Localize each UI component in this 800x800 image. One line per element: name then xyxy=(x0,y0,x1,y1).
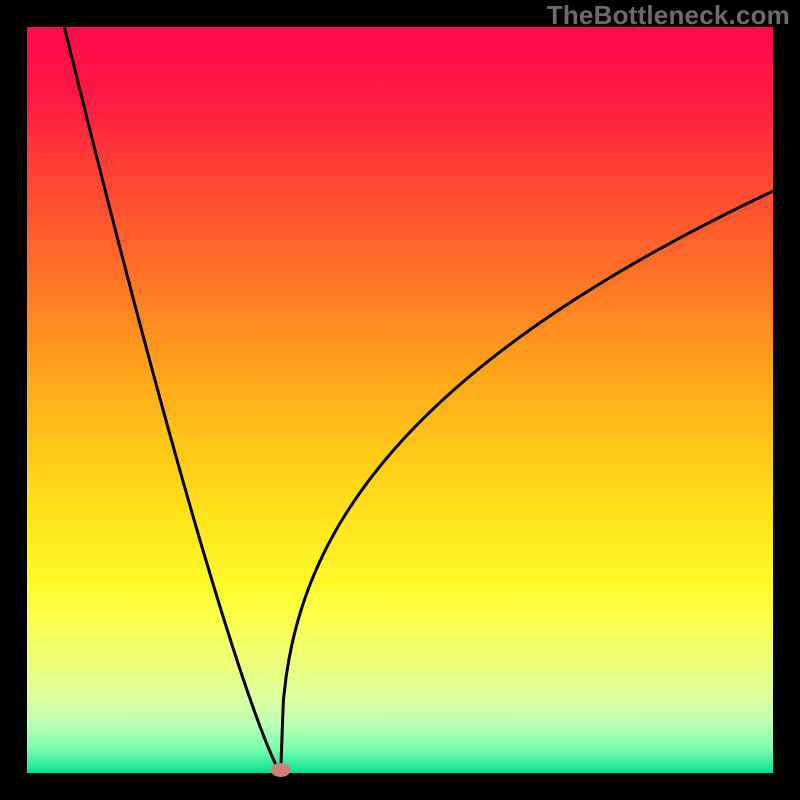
plot-background xyxy=(27,27,773,773)
bottleneck-chart xyxy=(0,0,800,800)
chart-svg xyxy=(0,0,800,800)
optimum-marker xyxy=(271,763,291,777)
watermark-label: TheBottleneck.com xyxy=(547,0,790,31)
